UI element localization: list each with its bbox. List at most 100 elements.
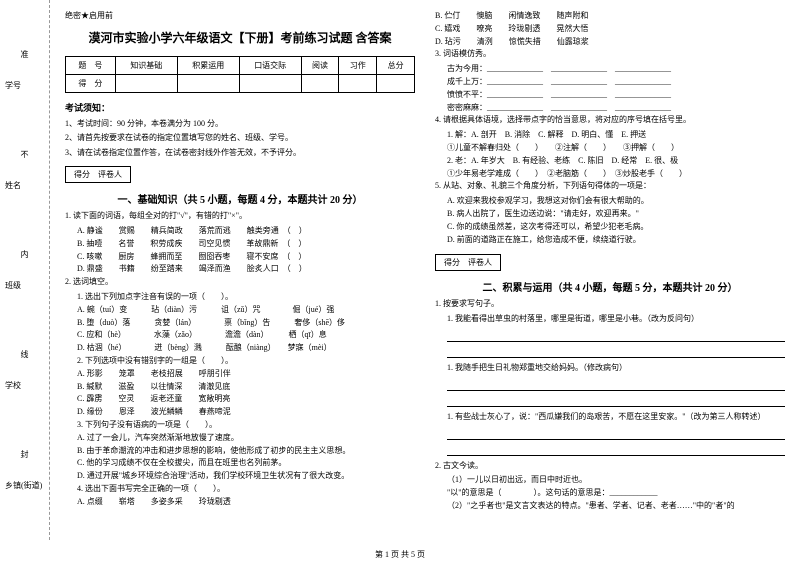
part2-title: 二、积累与运用（共 4 小题，每题 5 分，本题共计 20 分）: [435, 279, 785, 294]
th-3: 口语交际: [239, 57, 301, 75]
opt: C. 应和（hè） 水藻（zǎo） 澹澹（dàn） 栖（qī）息: [77, 329, 415, 342]
score-box-1: 得分 评卷人: [65, 166, 131, 183]
q4-stem: 4. 请根据具体语境，选择带点字的恰当意思，将对应的序号填在括号里。: [435, 114, 785, 127]
sub: 1. 解：A. 剖开 B. 消除 C. 解释 D. 明白、懂 E. 押送: [447, 129, 785, 142]
answer-line: [447, 395, 785, 407]
cell: [177, 75, 239, 93]
th-4: 阅读: [301, 57, 339, 75]
cell: [301, 75, 339, 93]
binding-label-1: 学校: [5, 380, 21, 391]
q3-lines: 古为今用：______________ ______________ _____…: [435, 63, 785, 114]
line: "以"的意思是（ ）。这句话的意思是：____________: [447, 487, 785, 500]
notice-item: 2、请首先按要求在试卷的指定位置填写您的姓名、班级、学号。: [65, 131, 415, 145]
q4-content: 1. 解：A. 剖开 B. 消除 C. 解释 D. 明白、懂 E. 押送 ①儿童…: [435, 129, 785, 180]
q2-stem: 2. 选词填空。: [65, 276, 415, 289]
page-footer: 第 1 页 共 5 页: [0, 549, 800, 560]
sub: 1. 我随手把生日礼物郑重地交给妈妈。（修改病句）: [447, 362, 785, 375]
line: 古为今用：______________ ______________ _____…: [447, 63, 785, 76]
part1-title: 一、基础知识（共 5 小题，每题 4 分，本题共计 20 分）: [65, 191, 415, 206]
binding-label-3: 姓名: [5, 180, 21, 191]
sub: 4. 选出下面书写完全正确的一项（ ）。: [77, 483, 415, 496]
binding-label-2: 班级: [5, 280, 21, 291]
sub: 1. 有些战士灰心了，说："西瓜嫌我们的岛艰苦，不愿在这里安家。"（改为第三人称…: [447, 411, 785, 424]
opt: B. 病人出院了，医生边送边说："请走好，欢迎再来。": [447, 208, 785, 221]
th-0: 题 号: [66, 57, 116, 75]
seal-mark-2: 内: [19, 250, 30, 258]
answer-line: [447, 346, 785, 358]
notice-item: 1、考试时间：90 分钟，本卷满分为 100 分。: [65, 117, 415, 131]
opt: B. 伫仃 懊脑 闲情逸致 随声附和: [435, 10, 785, 23]
q2-sub1: 1. 选出下列加点字注音有误的一项（ ）。 A. 蜿（tuí）变 玷（diàn）…: [65, 291, 415, 509]
th-2: 积累运用: [177, 57, 239, 75]
opt: C. 他的学习成绩不仅在全校拔尖，而且在班里也名列前茅。: [77, 457, 415, 470]
line: 密密麻麻：______________ ______________ _____…: [447, 102, 785, 115]
p2q1-stem: 1. 按要求写句子。: [435, 298, 785, 311]
cell: [377, 75, 415, 93]
secret-label: 绝密★启用前: [65, 10, 415, 21]
opt: A. 形影 笼罩 老枝招展 呼朋引伴: [77, 368, 415, 381]
q1-stem: 1. 读下面的词语，每组全对的打"√"，有错的打"×"。: [65, 210, 415, 223]
q3-stem: 3. 词语模仿秀。: [435, 48, 785, 61]
opt: D. 玷污 清洌 惊慌失措 仙露琼浆: [435, 36, 785, 49]
opt: C. 你的成绩虽然差，这次考得还可以，希望少犯老毛病。: [447, 221, 785, 234]
seal-mark-3: 不: [19, 150, 30, 158]
score-box-2: 得分 评卷人: [435, 254, 501, 271]
sub: 2. 老：A. 年岁大 B. 有经验、老练 C. 陈旧 D. 经常 E. 很、极: [447, 155, 785, 168]
opt: B. 由于革命潮流的冲击和进步思想的影响，使他形成了初步的民主主义思想。: [77, 445, 415, 458]
p2q1-content: 1. 我能看得出草虫的村落里，哪里是街道，哪里是小巷。（改为反问句） 1. 我随…: [435, 313, 785, 455]
line: （1）一儿以日初出远，而日中时近也。: [447, 474, 785, 487]
exam-title: 漠河市实验小学六年级语文【下册】考前练习试题 含答案: [65, 29, 415, 46]
notice-list: 1、考试时间：90 分钟，本卷满分为 100 分。 2、请首先按要求在试卷的指定…: [65, 117, 415, 160]
cell: [115, 75, 177, 93]
seal-mark-1: 线: [19, 350, 30, 358]
score-table: 题 号 知识基础 积累运用 口语交际 阅读 习作 总分 得 分: [65, 56, 415, 93]
opt: A. 蜿（tuí）变 玷（diàn）污 诅（zǔ）咒 倔（jué）强: [77, 304, 415, 317]
th-6: 总分: [377, 57, 415, 75]
notice-item: 3、请在试卷指定位置作答，在试卷密封线外作答无效，不予评分。: [65, 146, 415, 160]
binding-label-0: 乡镇(街道): [5, 480, 42, 491]
table-row: 得 分: [66, 75, 415, 93]
answer-line: [447, 379, 785, 391]
opt: C. 嬉戏 嘹亮 玲珑剔透 晃然大悟: [435, 23, 785, 36]
table-row: 题 号 知识基础 积累运用 口语交际 阅读 习作 总分: [66, 57, 415, 75]
opt: ①少年易老学难成（ ） ②老脑筋（ ） ③炒股老手（ ）: [447, 168, 785, 181]
line: 成千上万：______________ ______________ _____…: [447, 76, 785, 89]
opt: D. 鼎盛 书籍 纷至踏来 竭泽而渔 脍炙人口 （ ）: [77, 263, 415, 276]
cell: [239, 75, 301, 93]
row2-label: 得 分: [66, 75, 116, 93]
notice-title: 考试须知：: [65, 101, 415, 114]
page-container: 乡镇(街道) 学校 班级 姓名 学号 封 线 内 不 准 绝密★启用前 漠河市实…: [0, 0, 800, 540]
seal-mark-0: 封: [19, 450, 30, 458]
th-1: 知识基础: [115, 57, 177, 75]
right-column: B. 伫仃 懊脑 闲情逸致 随声附和 C. 嬉戏 嘹亮 玲珑剔透 晃然大悟 D.…: [435, 10, 785, 530]
binding-margin: 乡镇(街道) 学校 班级 姓名 学号 封 线 内 不 准: [0, 0, 50, 540]
opt: D. 前面的道路正在施工，给您造成不便，续绕道行驶。: [447, 234, 785, 247]
line: 愤愤不平：______________ ______________ _____…: [447, 89, 785, 102]
answer-line: [447, 444, 785, 456]
opt: A. 过了一会儿，汽车突然渐渐地放慢了速度。: [77, 432, 415, 445]
cell: [339, 75, 377, 93]
opt: B. 緘默 滋盈 以往情深 清澈见底: [77, 381, 415, 394]
opt: D. 通过开展"城乡环境综合治理"活动，我们学校环境卫生状况有了很大改变。: [77, 470, 415, 483]
q5-opts: A. 欢迎来我校参观学习，我想这对你们会有很大帮助的。 B. 病人出院了，医生边…: [435, 195, 785, 246]
opt: D. 缘份 恩泽 波光鳞鳞 春燕啼泥: [77, 406, 415, 419]
opt: C. 霹雳 空灵 返老还童 宽敞明亮: [77, 393, 415, 406]
opt: A. 静谧 赏赐 精兵简政 落荒而逃 触类旁通 （ ）: [77, 225, 415, 238]
q1-opts: A. 静谧 赏赐 精兵简政 落荒而逃 触类旁通 （ ） B. 抽噎 名誉 积劳成…: [65, 225, 415, 276]
binding-label-4: 学号: [5, 80, 21, 91]
opt: A. 点缀 崭塔 多姿多采 玲珑剔透: [77, 496, 415, 509]
opt: D. 枯涸（hé） 迸（bèng）溅 酝酿（niàng） 梦寐（mèi）: [77, 342, 415, 355]
q5-stem: 5. 从站、对象、礼貌三个角度分析，下列语句得体的一项是：: [435, 180, 785, 193]
seal-mark-4: 准: [19, 50, 30, 58]
line: （2）"之乎者也"是文言文表达的特点。"患者、学者、记者、老者……"中的"者"的: [447, 500, 785, 513]
main-content: 绝密★启用前 漠河市实验小学六年级语文【下册】考前练习试题 含答案 题 号 知识…: [50, 0, 800, 540]
opt: B. 堕（duò）落 贪婪（lán） 禀（bǐng）告 奢侈（shē）侈: [77, 317, 415, 330]
opt: C. 咳嗽 厨房 蜂拥而至 囫囵吞枣 寝不安席 （ ）: [77, 251, 415, 264]
answer-line: [447, 428, 785, 440]
opt: ①儿童不解春归处（ ） ②注解（ ） ③押解（ ）: [447, 142, 785, 155]
opts-cont: B. 伫仃 懊脑 闲情逸致 随声附和 C. 嬉戏 嘹亮 玲珑剔透 晃然大悟 D.…: [435, 10, 785, 48]
p2q2-stem: 2. 古文今读。: [435, 460, 785, 473]
answer-line: [447, 330, 785, 342]
opt: B. 抽噎 名誉 积劳成疾 司空见惯 革故鼎新 （ ）: [77, 238, 415, 251]
sub: 2. 下列选项中没有错别字的一组是（ ）。: [77, 355, 415, 368]
